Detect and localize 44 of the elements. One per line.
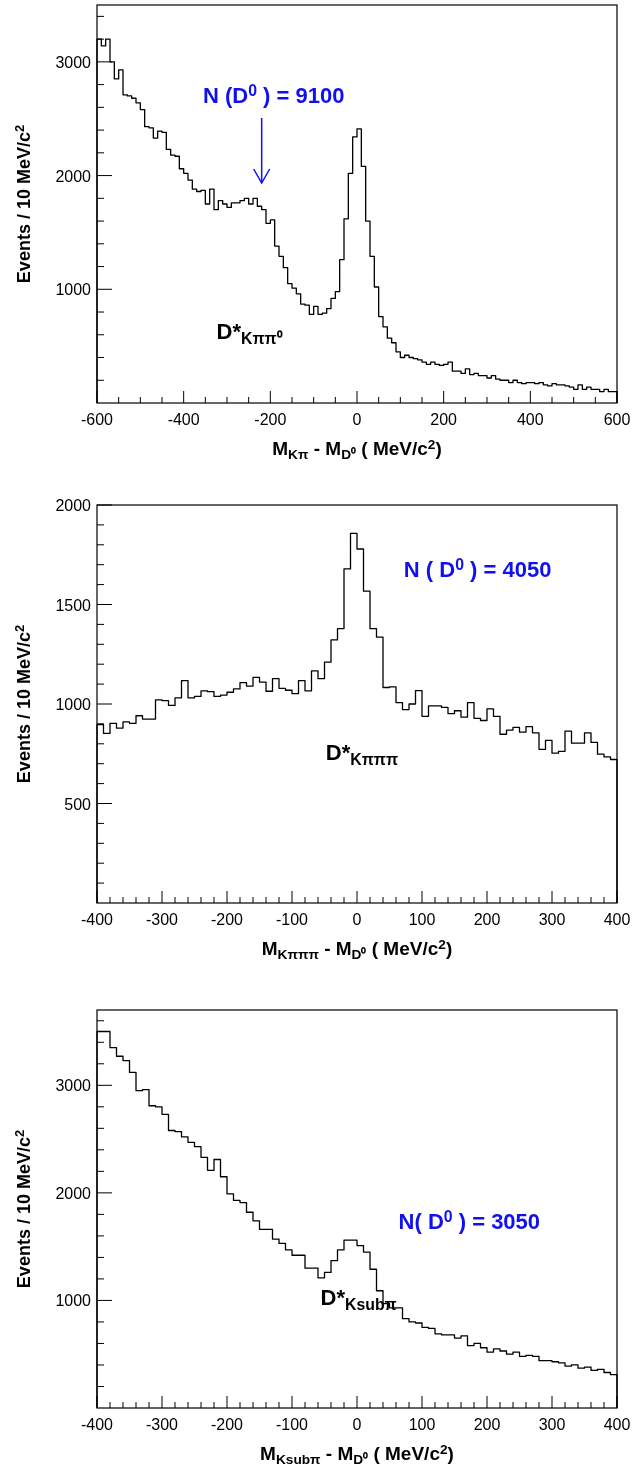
y-tick-label: 2000 <box>55 1184 92 1202</box>
x-tick-label: -200 <box>210 911 244 928</box>
annotation: N ( D$^{0}$ ) = 4050 <box>403 555 552 582</box>
x-tick-label: 200 <box>473 1416 501 1433</box>
y-tick-label: 1000 <box>55 696 92 713</box>
x-tick-label: -200 <box>210 1416 244 1433</box>
x-tick-label: -400 <box>80 1416 114 1433</box>
x-tick-label: 300 <box>538 911 566 928</box>
x-tick-label: 600 <box>603 411 631 428</box>
annotation: D*$_{Kππ⁰}$ <box>216 319 283 348</box>
y-tick-label: 2000 <box>55 167 92 185</box>
x-tick-label: 200 <box>473 911 501 928</box>
x-tick-label: -400 <box>80 911 114 928</box>
annotation: N( D$^{0}$ ) = 3050 <box>398 1207 541 1234</box>
y-tick-label: 3000 <box>55 53 92 71</box>
y-tick-label: 1000 <box>55 281 92 299</box>
y-tick-label: 3000 <box>55 1077 92 1095</box>
y-tick-label: 1500 <box>55 596 92 614</box>
x-tick-label: 0 <box>352 411 362 428</box>
x-tick-label: 400 <box>603 911 631 928</box>
annotation: N (D$^{0}$ ) = 9100 <box>202 81 345 108</box>
x-tick-label: -600 <box>80 411 114 428</box>
y-tick-label: 2000 <box>55 497 92 514</box>
annotation: D*$_{Kπππ}$ <box>325 739 399 768</box>
x-tick-label: -100 <box>275 1416 309 1433</box>
x-axis-title: M$_{Kπππ}$ - M$_{D⁰}$ ( MeV/c$^{2}$) <box>261 936 453 963</box>
x-tick-label: 0 <box>352 911 362 928</box>
x-tick-label: -300 <box>145 1416 179 1433</box>
x-tick-label: 0 <box>352 1416 362 1433</box>
x-tick-label: -300 <box>145 911 179 928</box>
x-axis-title: M$_{Kπ}$ - M$_{D⁰}$ ( MeV/c$^{2}$) <box>272 436 442 463</box>
x-tick-label: -200 <box>254 411 287 428</box>
y-tick-label: 500 <box>64 795 92 813</box>
x-tick-label: 400 <box>603 1416 631 1433</box>
x-tick-label: 400 <box>516 411 544 428</box>
x-tick-label: 100 <box>408 911 436 928</box>
x-tick-label: -100 <box>275 911 309 928</box>
y-tick-label: 1000 <box>55 1292 92 1310</box>
x-tick-label: 100 <box>408 1416 436 1433</box>
annotation: D*$_{Ksubπ}$ <box>320 1284 397 1313</box>
x-tick-label: -400 <box>167 411 200 428</box>
x-tick-label: 200 <box>430 411 458 428</box>
x-tick-label: 300 <box>538 1416 566 1433</box>
x-axis-title: M$_{Ksubπ}$ - M$_{D⁰}$ ( MeV/c$^{2}$) <box>260 1441 454 1468</box>
